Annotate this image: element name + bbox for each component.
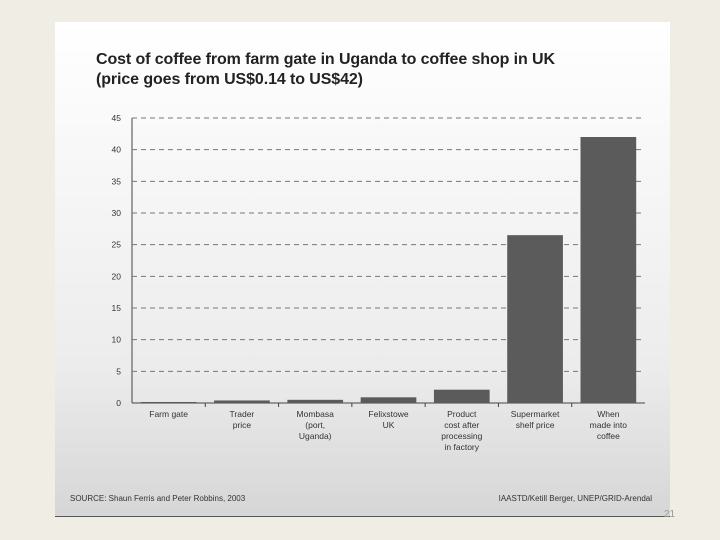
- x-tick-label: Product cost after processing in factory: [441, 409, 482, 452]
- y-tick-label: 15: [112, 303, 122, 313]
- chart-title-line-1: Cost of coffee from farm gate in Uganda …: [96, 51, 555, 68]
- y-tick-label: 40: [112, 145, 122, 155]
- credit-note: IAASTD/Ketill Berger, UNEP/GRID-Arendal: [498, 494, 652, 503]
- bar: [580, 137, 637, 403]
- bar: [433, 389, 490, 403]
- x-tick-label: When made into coffee: [590, 409, 628, 441]
- x-tick-label: Trader price: [230, 409, 255, 430]
- bar: [507, 235, 563, 403]
- bar: [214, 400, 270, 403]
- bar: [287, 399, 344, 403]
- y-tick-label: 35: [112, 176, 122, 186]
- y-tick-label: 0: [116, 398, 121, 408]
- bar-chart: 0 5 10 15 20 25 30 35 40 45 Farm gate Trader price Mo…: [112, 113, 645, 452]
- source-note: SOURCE: Shaun Ferris and Peter Robbins, …: [70, 494, 246, 503]
- y-tick-label: 20: [112, 271, 122, 281]
- bar: [360, 397, 417, 403]
- x-tick-label: Farm gate: [149, 409, 188, 419]
- y-tick-label: 5: [116, 366, 121, 376]
- x-tick-label: Mombasa (port, Uganda): [297, 409, 335, 441]
- chart-title-line-2: (price goes from US$0.14 to US$42): [96, 71, 363, 88]
- chart-figure: Cost of coffee from farm gate in Uganda …: [55, 22, 670, 516]
- y-tick-label: 45: [112, 113, 122, 123]
- y-tick-label: 25: [112, 240, 122, 250]
- slide-divider-line: [55, 516, 670, 517]
- x-tick-label: Felixstowe UK: [368, 409, 408, 430]
- y-tick-label: 30: [112, 208, 122, 218]
- y-tick-label: 10: [112, 335, 122, 345]
- bar: [140, 402, 197, 403]
- x-tick-label: Supermarket shelf price: [511, 409, 560, 430]
- page-number: 21: [664, 509, 676, 520]
